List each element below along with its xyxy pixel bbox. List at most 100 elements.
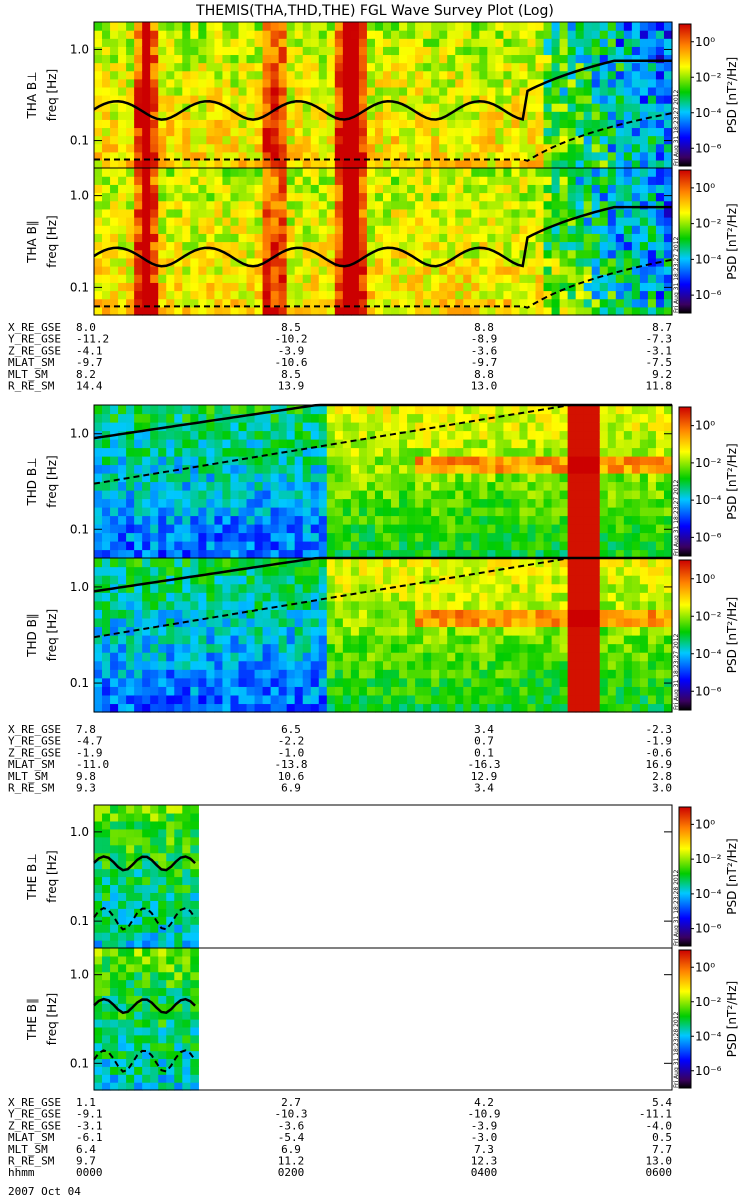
psd-cell [318,217,328,226]
psd-cell [102,86,111,96]
psd-cell [607,38,617,47]
psd-cell [342,575,352,585]
psd-cell [358,464,368,474]
psd-cell [439,266,448,275]
psd-cell [94,422,103,432]
psd-cell [334,583,344,593]
psd-cell [166,686,175,696]
psd-cell [647,168,657,177]
psd-cell [118,549,127,559]
psd-cell [142,575,151,585]
psd-cell [551,456,561,466]
psd-cell [110,298,119,308]
psd-cell [407,217,416,226]
psd-cell [463,694,472,705]
psd-cell [238,249,248,259]
psd-cell [479,200,488,210]
psd-cell [655,168,665,177]
psd-cell [222,225,232,234]
psd-cell [527,405,537,415]
psd-cell [358,192,368,202]
psd-cell [126,95,135,104]
psd-cell [623,306,633,316]
psd-cell [551,290,561,300]
psd-cell [214,233,224,243]
psd-cell [399,456,408,466]
psd-cell [551,54,561,64]
psd-cell [535,498,545,508]
psd-cell [527,635,537,645]
psd-cell [198,168,207,177]
psd-cell [366,282,376,292]
psd-cell [391,135,400,145]
psd-cell [423,168,432,177]
psd-cell [246,159,256,169]
psd-cell [495,507,505,517]
psd-cell [519,127,529,137]
psd-cell [110,694,119,705]
psd-cell [142,306,151,316]
psd-cell [583,46,593,56]
psd-cell [126,135,135,145]
psd-cell [431,635,440,645]
psd-cell [118,643,127,653]
psd-cell [278,498,288,508]
psd-cell [214,151,224,161]
psd-cell [326,127,336,137]
psd-cell [519,473,529,483]
psd-cell [551,86,561,96]
psd-cell [310,490,320,500]
psd-cell [230,635,240,645]
psd-cell [463,439,472,449]
psd-cell [214,430,224,440]
psd-cell [286,592,296,602]
psd-cell [519,413,529,423]
psd-cell [350,70,360,80]
psd-cell [182,635,191,645]
psd-cell [391,290,400,300]
psd-cell [607,151,617,161]
psd-cell [102,703,111,713]
psd-cell [431,111,440,120]
psd-cell [102,660,111,670]
psd-cell [350,119,360,129]
psd-cell [302,541,312,551]
psd-cell [334,490,344,500]
psd-cell [463,592,472,602]
psd-cell [463,617,472,628]
psd-cell [415,208,424,218]
psd-cell [230,306,240,316]
psd-cell [383,46,392,56]
psd-cell [150,208,159,218]
psd-cell [150,643,159,653]
psd-cell [302,95,312,104]
psd-cell [447,515,456,525]
psd-cell [455,498,464,508]
psd-cell [495,290,505,300]
psd-cell [238,290,248,300]
psd-cell [278,439,288,449]
psd-cell [631,549,641,559]
psd-cell [535,430,545,440]
psd-cell [166,626,175,636]
psd-cell [126,498,135,508]
psd-cell [415,151,424,161]
psd-cell [415,609,424,619]
psd-cell [126,473,135,483]
psd-cell [559,208,569,218]
psd-cell [222,38,232,47]
psd-cell [567,532,577,542]
psd-cell [270,507,280,517]
psd-cell [110,241,119,251]
psd-cell [439,184,448,194]
psd-cell [286,515,296,525]
psd-cell [407,54,416,64]
psd-cell [407,111,416,120]
psd-cell [254,677,264,687]
psd-cell [326,422,336,432]
psd-cell [503,600,513,610]
psd-cell [543,686,553,696]
psd-cell [326,413,336,423]
psd-cell [663,127,673,137]
psd-cell [350,62,360,72]
